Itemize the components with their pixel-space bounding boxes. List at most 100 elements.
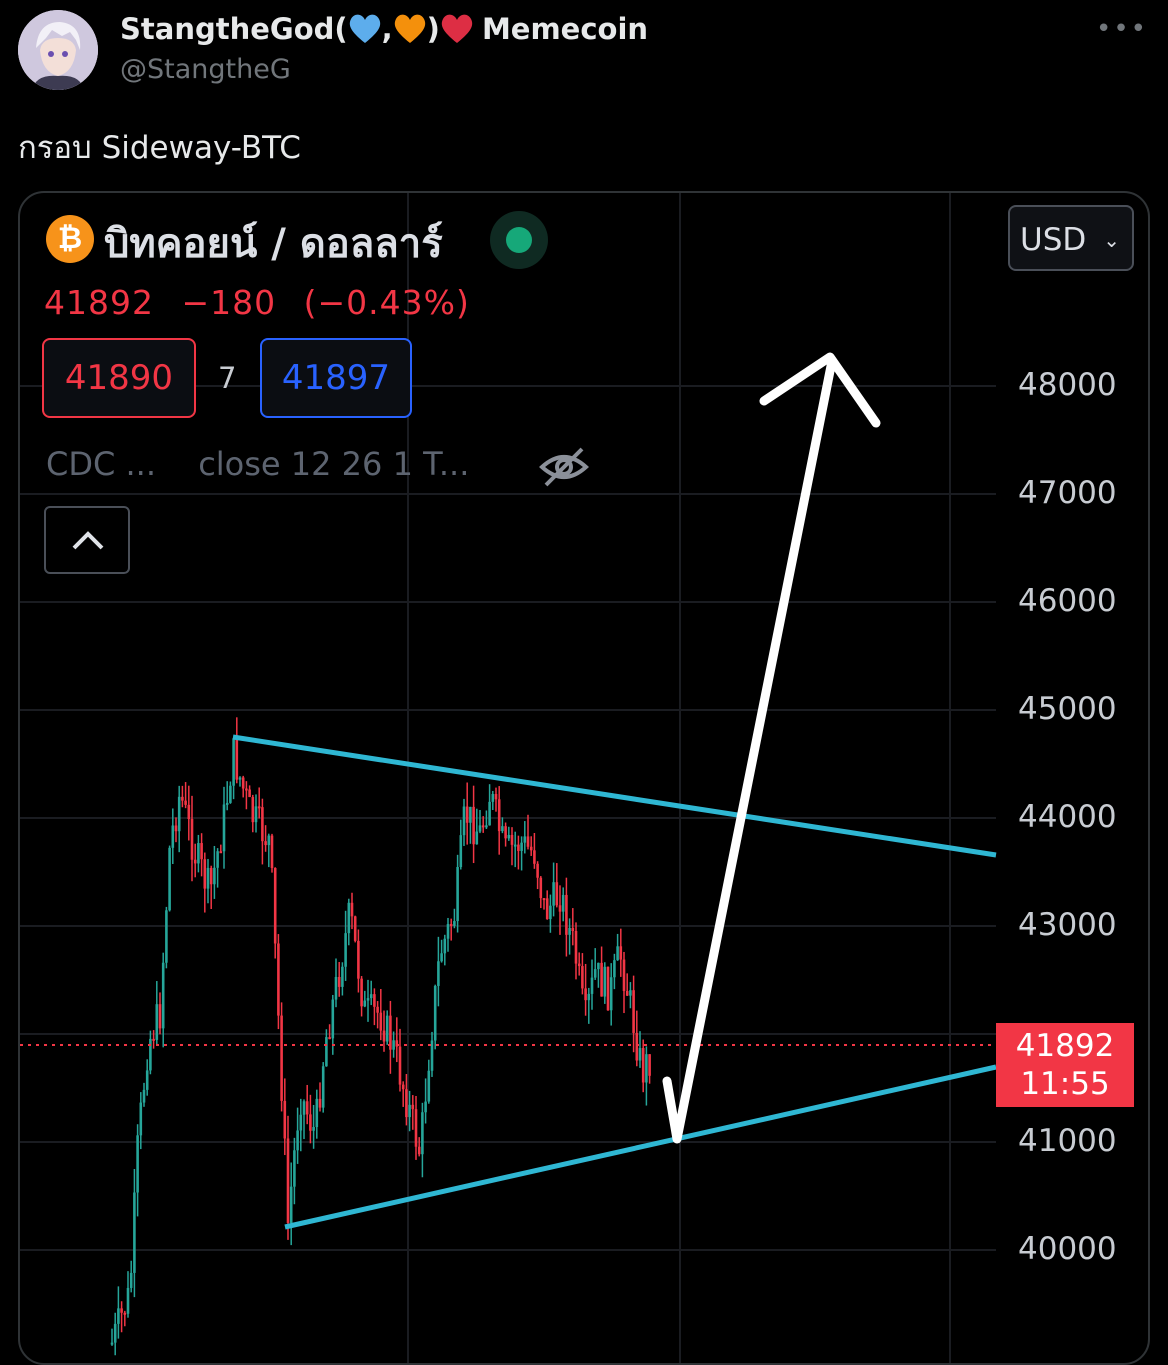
candle-body: [545, 898, 549, 920]
candle-body: [414, 1109, 418, 1147]
tweet-media-image[interactable]: ₿ บิทคอยน์ / ดอลลาร์ USD ⌄ 41892 −180 (−…: [18, 191, 1150, 1365]
candle-body: [421, 1112, 424, 1155]
axis-tick: 40000: [1018, 1231, 1117, 1267]
red-heart-icon: [441, 14, 473, 43]
candle-body: [331, 999, 335, 1039]
candle-body: [590, 977, 594, 994]
display-name[interactable]: StangtheGod( , ) Memecoin: [120, 12, 648, 46]
candle-body: [622, 959, 626, 991]
candle-body: [597, 962, 600, 970]
user-handle[interactable]: @StangtheG: [120, 54, 291, 85]
candle-body: [497, 799, 501, 832]
candle-body: [277, 943, 280, 1016]
collapse-button[interactable]: [44, 506, 130, 574]
candle-body: [392, 1040, 395, 1050]
candle-body: [613, 960, 616, 978]
indicator-legend[interactable]: CDC ... close 12 26 1 T...: [46, 445, 501, 483]
candle-body: [222, 804, 226, 852]
candle-body: [155, 1004, 159, 1040]
candle-body: [513, 844, 517, 847]
spread-value: 7: [218, 361, 237, 395]
candle-body: [539, 877, 543, 899]
indicator-name: CDC ...: [46, 445, 157, 483]
candle-body: [616, 946, 619, 961]
candle-body: [443, 938, 447, 954]
candle-body: [309, 1114, 312, 1131]
eye-off-icon[interactable]: [538, 445, 590, 489]
candle-body: [529, 846, 533, 851]
candle-body: [165, 910, 168, 963]
indicator-params: close 12 26 1 T...: [198, 445, 470, 483]
candle-body: [257, 806, 261, 809]
candle-body: [517, 844, 520, 851]
candle-body: [424, 1101, 427, 1113]
candle-body: [504, 826, 507, 839]
candle-body: [581, 966, 584, 989]
candle-body: [369, 994, 373, 999]
candle-body: [520, 842, 523, 851]
candle-body: [629, 990, 632, 996]
pair-title[interactable]: บิทคอยน์ / ดอลลาร์: [104, 221, 443, 267]
market-status-icon[interactable]: [490, 211, 548, 269]
candle-body: [171, 825, 175, 848]
candle-body: [251, 797, 255, 823]
candle-body: [584, 988, 587, 1001]
candle-body: [353, 916, 357, 941]
avatar[interactable]: [18, 10, 98, 90]
candle-body: [312, 1127, 315, 1131]
candle-body: [462, 806, 466, 836]
candle-body: [136, 1135, 139, 1193]
candle-body: [193, 859, 197, 864]
candle-body: [299, 1114, 303, 1131]
axis-tick: 48000: [1018, 367, 1117, 403]
candle-body: [261, 807, 264, 842]
candle-body: [542, 898, 546, 901]
chevron-up-icon: [72, 531, 104, 550]
lower-trendline: [284, 1064, 997, 1230]
candle-body: [280, 1015, 283, 1101]
candle-body: [478, 825, 482, 832]
candle-body: [184, 800, 187, 805]
buy-button[interactable]: 41897: [260, 338, 412, 418]
candle-body: [334, 976, 338, 1000]
candle-body: [382, 1030, 386, 1042]
candle-body: [523, 836, 527, 843]
candle-body: [142, 1089, 146, 1103]
candle-body: [357, 940, 360, 979]
upper-trendline: [232, 734, 997, 858]
candle-body: [405, 1089, 408, 1118]
candle-body: [456, 867, 459, 922]
candle-body: [449, 924, 453, 927]
candle-body: [485, 825, 488, 828]
candle-body: [491, 794, 495, 802]
candle-body: [289, 1186, 293, 1223]
orange-heart-icon: [394, 14, 425, 43]
candle-body: [177, 796, 181, 832]
candle-body: [206, 867, 210, 889]
axis-tick: 44000: [1018, 799, 1117, 835]
candle-body: [168, 847, 171, 911]
display-name-paren: ): [426, 12, 440, 46]
candle-body: [446, 924, 450, 939]
more-options-icon[interactable]: •••: [1095, 14, 1148, 44]
candle-body: [363, 1000, 367, 1007]
currency-selector[interactable]: USD ⌄: [1008, 205, 1134, 271]
candle-body: [577, 963, 581, 967]
tweet-text: กรอบ Sideway-BTC: [18, 130, 301, 166]
candle-body: [401, 1084, 405, 1090]
candle-body: [197, 843, 200, 864]
candle-body: [286, 1138, 290, 1223]
sell-button[interactable]: 41890: [42, 338, 196, 418]
candle-body: [481, 825, 485, 828]
candle-body: [145, 1070, 149, 1090]
candle-body: [645, 1054, 648, 1083]
price-summary: 41892 −180 (−0.43%): [44, 283, 486, 322]
candle-body: [568, 927, 571, 935]
candle-body: [501, 826, 504, 832]
candle-body: [296, 1130, 299, 1151]
candle-body: [273, 867, 277, 944]
candle-body: [526, 836, 530, 847]
candle-body: [555, 882, 559, 906]
blue-heart-icon: [349, 14, 380, 43]
candle-body: [395, 1040, 399, 1047]
